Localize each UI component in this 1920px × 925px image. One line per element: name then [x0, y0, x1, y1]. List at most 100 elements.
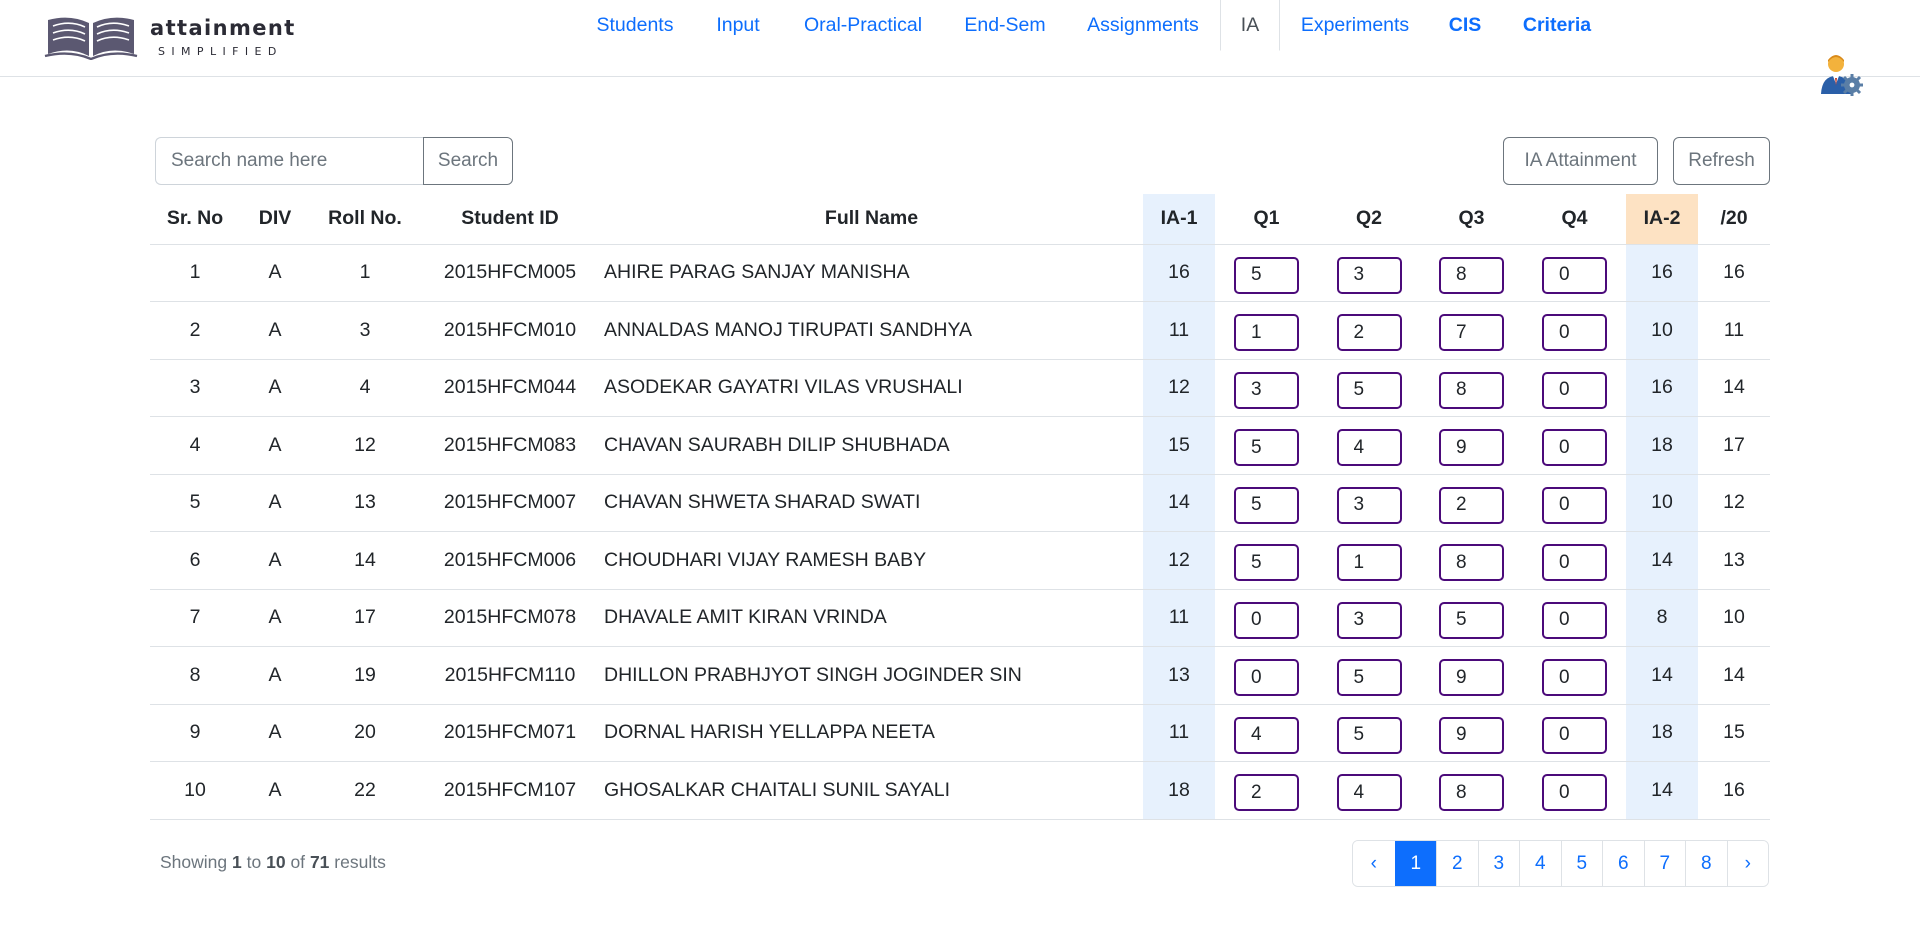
cell-div: A: [240, 589, 310, 647]
table-header-row: Sr. No DIV Roll No. Student ID Full Name…: [150, 194, 1770, 245]
q3-input[interactable]: [1439, 256, 1504, 294]
cell-full-name: AHIRE PARAG SANJAY MANISHA: [600, 244, 1143, 302]
q3-input[interactable]: [1439, 314, 1504, 352]
q3-input[interactable]: [1439, 544, 1504, 582]
showing-to: 10: [266, 852, 286, 872]
q4-input[interactable]: [1542, 314, 1607, 352]
page-link-6[interactable]: 6: [1602, 841, 1644, 886]
search-input[interactable]: [155, 137, 423, 185]
q2-input[interactable]: [1336, 774, 1402, 812]
q2-input[interactable]: [1336, 544, 1402, 582]
ia-attainment-button[interactable]: IA Attainment: [1503, 137, 1658, 185]
q3-input[interactable]: [1439, 429, 1504, 467]
nav-input[interactable]: Input: [716, 14, 760, 36]
q4-input[interactable]: [1542, 659, 1607, 697]
cell-q2: [1318, 416, 1420, 475]
q1-input[interactable]: [1234, 716, 1299, 754]
q2-input[interactable]: [1336, 486, 1402, 524]
q2-input[interactable]: [1336, 371, 1402, 409]
showing-results-word: results: [334, 852, 386, 872]
q1-input[interactable]: [1234, 774, 1299, 812]
q3-input[interactable]: [1439, 774, 1504, 812]
brand-name: attainment: [150, 15, 296, 40]
page-link-2[interactable]: 2: [1436, 841, 1478, 886]
q4-input[interactable]: [1542, 774, 1607, 812]
q2-input[interactable]: [1336, 716, 1402, 754]
q3-input[interactable]: [1439, 371, 1504, 409]
col-ia1: IA-1: [1143, 194, 1215, 245]
cell-q1: [1215, 646, 1318, 705]
showing-total: 71: [309, 852, 330, 872]
nav-assignments[interactable]: Assignments: [1087, 14, 1199, 36]
cell-student-id: 2015HFCM006: [420, 531, 600, 590]
table-row: 8 A 19 2015HFCM110 DHILLON PRABHJYOT SINGH J…: [150, 646, 1770, 705]
nav-students[interactable]: Students: [596, 14, 674, 36]
cell-roll-no: 13: [310, 474, 420, 532]
q1-input[interactable]: [1234, 659, 1299, 697]
page-link-7[interactable]: 7: [1643, 841, 1685, 886]
cell-roll-no: 3: [310, 301, 420, 360]
cell-q3: [1420, 531, 1523, 590]
q2-input[interactable]: [1336, 429, 1402, 467]
cell-ia2: 10: [1626, 301, 1698, 360]
q1-input[interactable]: [1234, 314, 1299, 352]
pagination-prev[interactable]: ‹: [1353, 841, 1395, 886]
q1-input[interactable]: [1234, 371, 1299, 409]
q2-input[interactable]: [1336, 314, 1402, 352]
q3-input[interactable]: [1439, 716, 1504, 754]
page-link-4[interactable]: 4: [1519, 841, 1561, 886]
brand-logo[interactable]: attainment SIMPLIFIED: [44, 14, 296, 60]
cell-sr-no: 10: [150, 761, 240, 820]
q4-input[interactable]: [1542, 486, 1607, 524]
q2-input[interactable]: [1336, 256, 1402, 294]
cell-ia2: 14: [1626, 646, 1698, 705]
cell-q4: [1523, 244, 1626, 302]
q4-input[interactable]: [1542, 429, 1607, 467]
user-settings-icon[interactable]: [1818, 52, 1864, 98]
page-link-1[interactable]: 1: [1394, 841, 1436, 886]
q2-input[interactable]: [1336, 659, 1402, 697]
open-book-icon: [44, 17, 138, 60]
page-link-5[interactable]: 5: [1560, 841, 1602, 886]
q2-input[interactable]: [1336, 601, 1402, 639]
q1-input[interactable]: [1234, 544, 1299, 582]
nav-criteria[interactable]: Criteria: [1522, 14, 1592, 36]
cell-sr-no: 6: [150, 531, 240, 590]
cell-ia1: 11: [1143, 301, 1215, 360]
page-link-3[interactable]: 3: [1477, 841, 1519, 886]
q4-input[interactable]: [1542, 371, 1607, 409]
cell-full-name: ANNALDAS MANOJ TIRUPATI SANDHYA: [600, 301, 1143, 360]
col-ia2: IA-2: [1626, 194, 1698, 245]
col-student-id: Student ID: [420, 194, 600, 245]
q4-input[interactable]: [1542, 544, 1607, 582]
q1-input[interactable]: [1234, 256, 1299, 294]
cell-q1: [1215, 359, 1318, 417]
q4-input[interactable]: [1542, 601, 1607, 639]
cell-sr-no: 3: [150, 359, 240, 417]
refresh-button[interactable]: Refresh: [1673, 137, 1770, 185]
nav-experiments[interactable]: Experiments: [1300, 14, 1410, 36]
cell-q2: [1318, 474, 1420, 532]
q1-input[interactable]: [1234, 486, 1299, 524]
search-button[interactable]: Search: [423, 137, 513, 185]
cell-q3: [1420, 589, 1523, 647]
cell-total: 14: [1698, 359, 1770, 417]
q4-input[interactable]: [1542, 256, 1607, 294]
q1-input[interactable]: [1234, 601, 1299, 639]
q4-input[interactable]: [1542, 716, 1607, 754]
nav-oral-practical[interactable]: Oral-Practical: [803, 14, 923, 36]
nav-ia[interactable]: IA: [1220, 0, 1280, 51]
q3-input[interactable]: [1439, 486, 1504, 524]
nav-end-sem[interactable]: End-Sem: [964, 14, 1046, 36]
q3-input[interactable]: [1439, 601, 1504, 639]
q1-input[interactable]: [1234, 429, 1299, 467]
nav-cis[interactable]: CIS: [1448, 14, 1482, 36]
pagination-next[interactable]: ›: [1726, 841, 1768, 886]
cell-roll-no: 20: [310, 704, 420, 762]
page-link-8[interactable]: 8: [1685, 841, 1727, 886]
q3-input[interactable]: [1439, 659, 1504, 697]
cell-q3: [1420, 359, 1523, 417]
cell-ia2: 14: [1626, 531, 1698, 590]
cell-div: A: [240, 359, 310, 417]
cell-q1: [1215, 244, 1318, 302]
